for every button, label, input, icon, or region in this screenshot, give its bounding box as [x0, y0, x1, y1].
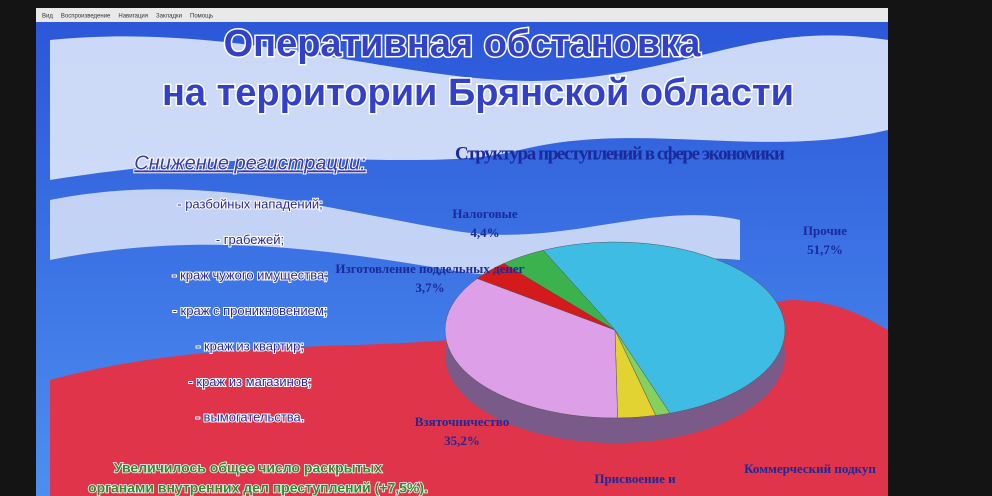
slice-label: Коммерческий подкуп — [744, 461, 876, 476]
title-line: на территории Брянской области — [162, 72, 794, 114]
value-label: 51,7% — [807, 242, 843, 257]
slice-label: Взяточничество — [415, 414, 509, 429]
list-item: - краж чужого имущества; — [172, 267, 328, 282]
slice-label: Изготовление поддельных денег — [335, 261, 524, 276]
pie: Прочие 51,7% Коммерческий подкуп Присвоение… — [335, 206, 876, 486]
list-item: - разбойных нападений; — [177, 196, 322, 211]
value-label: 35,2% — [444, 433, 480, 448]
chart-title: Структура преступлений в сфере экономики — [455, 143, 785, 164]
menu: Вид Воспроизведение Навигация Закладки Помощ… — [42, 14, 213, 20]
value-label: 3,7% — [415, 280, 444, 295]
list-item: - краж с проникновением; — [173, 303, 328, 318]
pie-slice — [503, 249, 616, 331]
list-item: - грабежей; — [216, 232, 284, 247]
list: - разбойных нападений; - грабежей; - краж … — [171, 195, 329, 425]
menu-item: Воспроизведение — [61, 14, 111, 20]
pie-slice — [444, 278, 618, 419]
pie-slice — [542, 241, 786, 414]
menu-bar — [36, 8, 888, 22]
menu-item: Закладки — [156, 14, 182, 20]
list-item: - краж из квартир; — [196, 338, 304, 353]
footer-line: Увеличилось общее число раскрытых — [114, 460, 383, 476]
slice-label: Налоговые — [452, 206, 517, 221]
title-line: Оперативная обстановка — [224, 23, 702, 65]
flag-white — [50, 35, 888, 180]
list-item: - краж из магазинов; — [188, 374, 311, 389]
footer-line: органами внутренних дел преступлений (+7… — [88, 480, 428, 496]
slice-label: Присвоение и — [594, 471, 676, 486]
menu-item: Вид — [42, 14, 53, 20]
slice-label: Прочие — [803, 223, 847, 238]
subtitle: Снижение регистрации: — [134, 152, 365, 174]
menu-item: Навигация — [118, 14, 148, 20]
menu-item: Помощь — [190, 14, 213, 20]
value-label: 4,4% — [470, 225, 499, 240]
list-item: - вымогательства. — [196, 409, 305, 424]
